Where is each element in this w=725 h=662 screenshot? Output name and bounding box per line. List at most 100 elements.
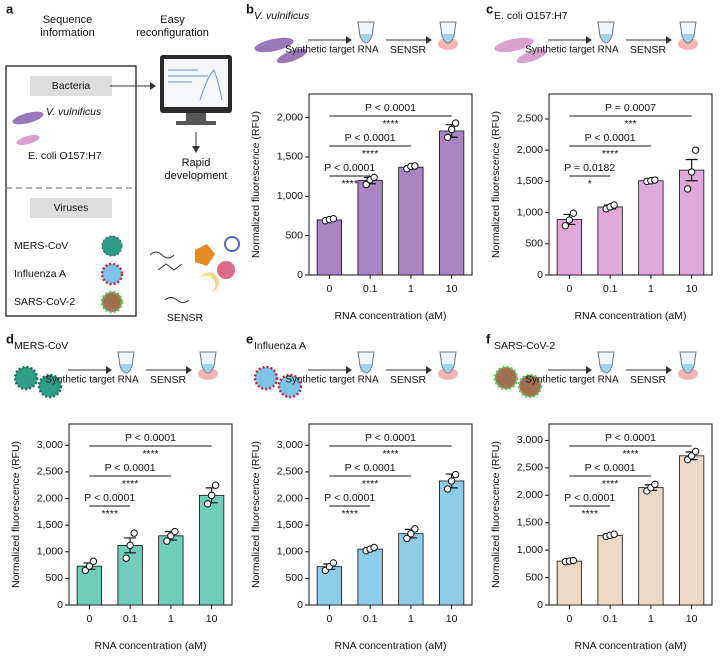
significance-stars: *** — [624, 118, 636, 130]
organism-box — [5, 65, 137, 317]
development-label: Rapid development — [164, 157, 228, 182]
organism-icon — [517, 373, 543, 399]
bar — [158, 535, 184, 606]
y-tick-label: 2,500 — [517, 462, 543, 474]
x-tick-label: 10 — [686, 613, 698, 625]
data-point — [443, 133, 452, 141]
data-point — [610, 530, 618, 538]
bacteria-header-bg — [30, 76, 112, 96]
data-point — [403, 534, 411, 543]
sensr-part — [195, 244, 215, 266]
y-tick-label: 1,000 — [37, 546, 63, 558]
x-tick-label: 10 — [686, 283, 698, 295]
y-tick-label: 1,000 — [517, 206, 543, 218]
data-point — [203, 500, 212, 508]
sensr-part — [224, 236, 240, 252]
organism-label: E. coli O157:H7 — [494, 10, 568, 22]
tube-glow — [438, 38, 458, 50]
data-point — [362, 180, 370, 189]
data-point — [130, 529, 138, 537]
monitor-screen — [164, 59, 228, 107]
bar — [398, 166, 424, 276]
y-tick-label: 3,000 — [517, 434, 543, 446]
arrowhead — [666, 366, 672, 374]
organism-label: SARS-CoV-2 — [494, 340, 555, 352]
p-value: P < 0.0001 — [345, 462, 396, 474]
panel-label: a — [6, 1, 14, 16]
significance-stars: * — [588, 178, 592, 190]
x-axis-label: RNA concentration (aM) — [574, 640, 686, 652]
y-axis-label: Normalized fluorescence (RFU) — [250, 441, 262, 588]
data-point — [411, 162, 419, 170]
data-point — [443, 485, 452, 493]
step-label: Synthetic target RNA — [525, 45, 619, 56]
y-tick-label: 2,500 — [37, 466, 63, 478]
arrowhead — [186, 366, 192, 374]
y-tick-label: 500 — [525, 571, 543, 583]
bar — [438, 480, 465, 606]
y-tick-label: 2,000 — [277, 111, 303, 123]
organism-label: Influenza A — [254, 340, 306, 352]
monitor-stand — [186, 113, 206, 121]
arrowhead — [106, 366, 112, 374]
data-point — [329, 559, 338, 567]
bar — [398, 533, 424, 606]
organism-icon — [494, 37, 534, 53]
virus-header-bg — [30, 198, 112, 218]
y-tick-label: 0 — [57, 599, 63, 611]
panel-label: e — [246, 331, 253, 346]
bar — [76, 565, 103, 606]
plot-frame — [308, 423, 473, 606]
arrowhead — [192, 146, 200, 153]
bar — [357, 180, 383, 276]
x-tick-label: 0.1 — [363, 283, 378, 295]
bar — [357, 548, 383, 606]
bar — [638, 180, 664, 276]
y-axis-label: Normalized fluorescence (RFU) — [490, 111, 502, 258]
step-label: SENSR — [390, 374, 427, 386]
p-value: P < 0.0001 — [84, 492, 135, 504]
tube-liquid — [682, 364, 694, 372]
bar — [198, 494, 225, 606]
data-point — [89, 557, 98, 566]
significance-stars: **** — [622, 448, 638, 460]
organism-icon — [254, 37, 294, 53]
x-tick-label: 1 — [408, 283, 414, 295]
y-tick-label: 0 — [297, 269, 303, 281]
step-label: Synthetic target RNA — [45, 375, 139, 386]
y-tick-label: 500 — [525, 238, 543, 250]
p-value: P = 0.0182 — [564, 162, 615, 174]
data-point — [122, 554, 130, 562]
x-tick-label: 0 — [566, 283, 572, 295]
data-point — [651, 480, 659, 489]
x-tick-label: 0 — [326, 283, 332, 295]
plot-frame — [548, 93, 713, 276]
step-label: Synthetic target RNA — [525, 375, 619, 386]
p-value: P < 0.0001 — [365, 102, 416, 114]
x-axis-label: RNA concentration (aM) — [574, 310, 686, 322]
bar — [679, 455, 705, 606]
y-tick-label: 1,500 — [277, 519, 303, 531]
bar — [556, 560, 583, 606]
y-tick-label: 3,000 — [277, 439, 303, 451]
tube-liquid — [600, 364, 612, 372]
data-point — [569, 556, 578, 565]
data-point — [683, 185, 692, 193]
arrowhead — [346, 36, 352, 44]
bar — [438, 130, 465, 276]
step-label: SENSR — [630, 44, 667, 56]
arrowhead — [666, 36, 672, 44]
virus-header: Viruses — [54, 202, 89, 214]
y-tick-label: 500 — [285, 572, 303, 584]
data-point — [651, 176, 659, 184]
arrowhead — [426, 366, 432, 374]
x-tick-label: 1 — [168, 613, 174, 625]
arrowhead — [150, 82, 156, 90]
significance-stars: **** — [382, 118, 398, 130]
x-tick-label: 0.1 — [603, 613, 618, 625]
y-axis-label: Normalized fluorescence (RFU) — [10, 441, 22, 588]
sequence-label: Sequence information — [40, 14, 95, 39]
organism-icon — [493, 365, 519, 391]
x-axis-label: RNA concentration (aM) — [94, 640, 206, 652]
product-label: SENSR — [167, 312, 204, 324]
